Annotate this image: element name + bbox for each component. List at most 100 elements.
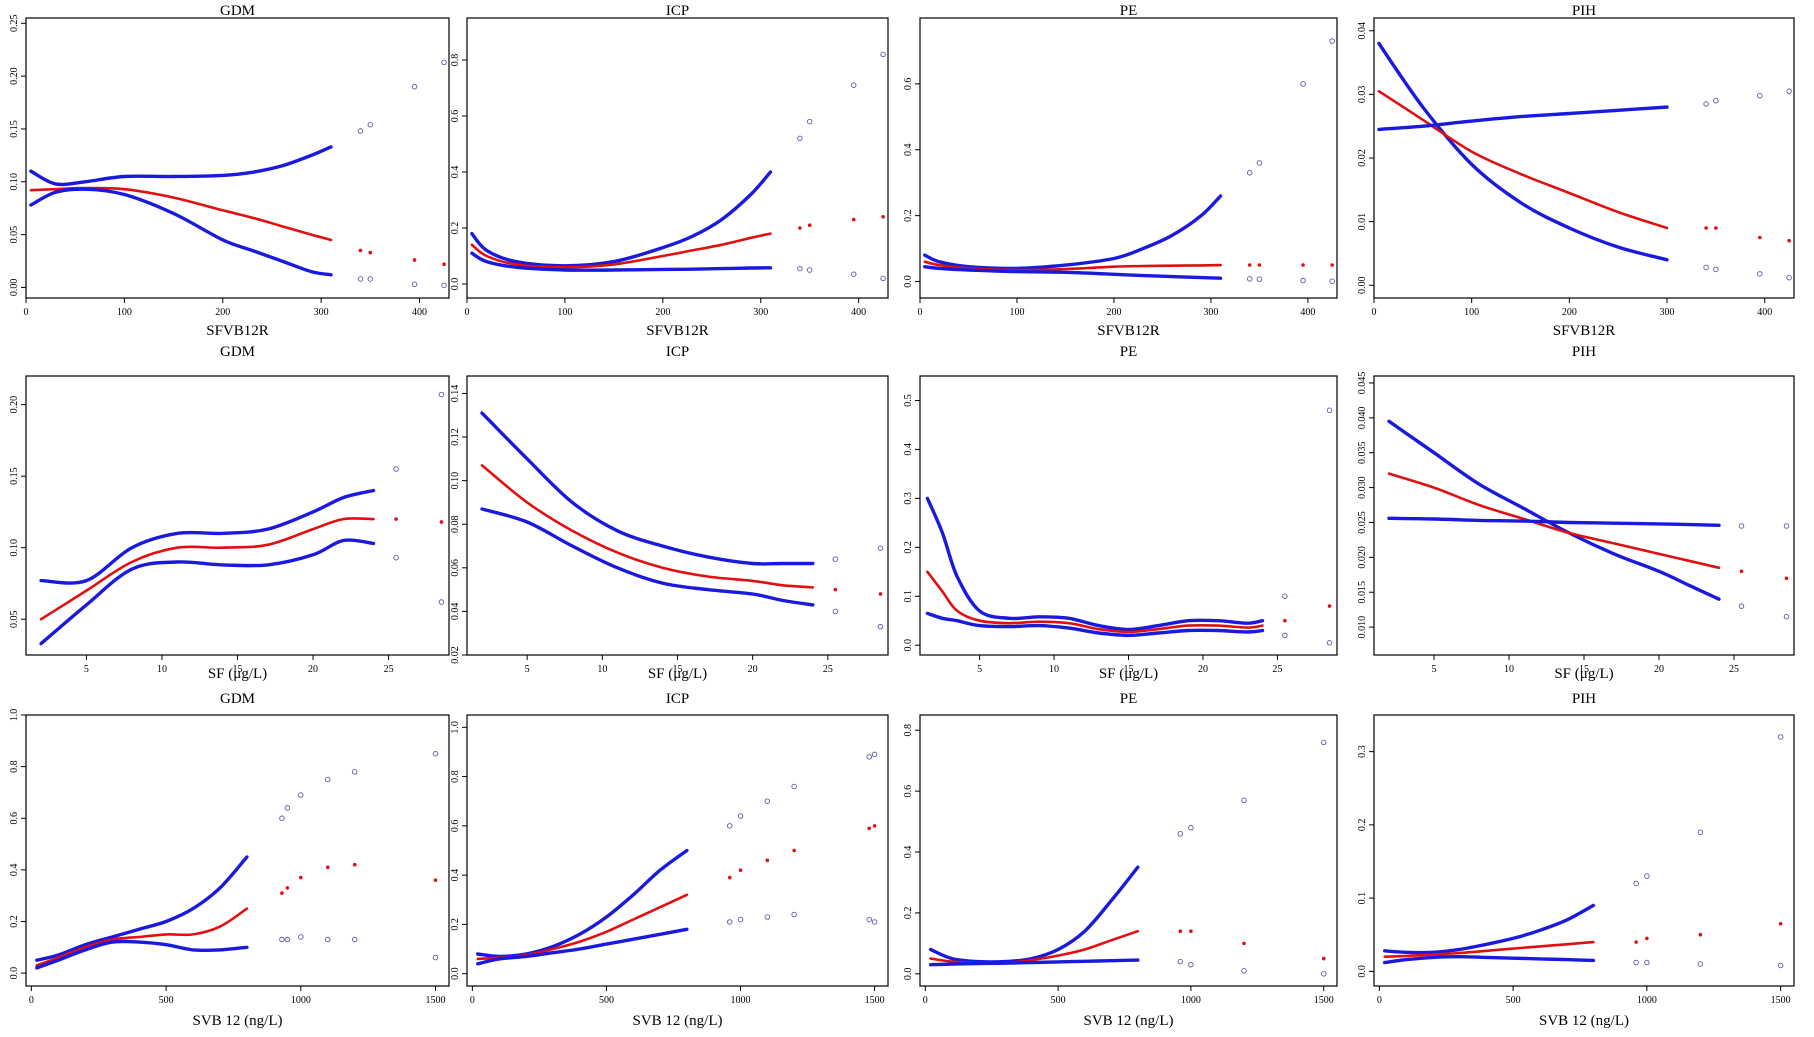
panel-1-0-x-label: SF (μg/L) — [208, 666, 267, 682]
panel-1-2-y-tick-label: 0.3 — [903, 492, 914, 505]
panel-1-3-lower-line — [1387, 516, 1721, 527]
panel-1-0-upper-points-point — [438, 391, 445, 398]
panel-2-0-estimate-points-point — [280, 891, 284, 895]
panel-0-1-y-tick-label: 0.2 — [450, 222, 461, 235]
panel-1-2-lower-points-point — [1282, 632, 1288, 639]
panel-2-2-upper-points-point — [1177, 831, 1184, 837]
panel-2-3-y-tick-label: 0.1 — [1357, 892, 1368, 905]
panel-2-0-upper-points-point — [298, 792, 304, 798]
panel-2-0-estimate-points-point — [325, 865, 330, 870]
panel-2-2-estimate-points-point — [1242, 941, 1246, 946]
panel-0-0-upper-points-point — [367, 121, 374, 128]
panel-0-1-upper-points-point — [880, 51, 886, 58]
panel-2-1-x-label: SVB 12 (ng/L) — [633, 1013, 723, 1029]
panel-0-2-upper-points-point — [1300, 81, 1306, 87]
panel-0-0-estimate-points-point — [412, 258, 417, 262]
panel-0-3-x-tick-label: 400 — [1757, 307, 1772, 318]
panel-1-3-upper-points-point — [1738, 523, 1745, 529]
panel-2-1-y-tick-label: 0.6 — [450, 820, 461, 833]
panel-0-2: PE SFVB12R 0 100 200 300 400 0.0 0.2 0.4 0.6 — [903, 3, 1338, 339]
panel-1-3-x-tick-label: 10 — [1504, 664, 1514, 675]
panel-1-0-lower-line — [39, 538, 376, 646]
panel-0-1-upper-line — [470, 170, 773, 268]
panel-0-0-y-tick-label: 0.25 — [9, 15, 20, 33]
panel-2-1-estimate-points-point — [727, 875, 732, 880]
panel-2-1-estimate-points-point — [867, 826, 872, 831]
panel-0-2-x-tick-label: 200 — [1106, 307, 1121, 318]
panel-1-2-upper-line — [925, 496, 1265, 632]
panel-2-0-frame — [25, 714, 450, 987]
panel-0-1-upper-points-point — [797, 135, 803, 142]
panel-0-0-estimate-points-point — [368, 250, 373, 255]
panel-2-2-x-label: SVB 12 (ng/L) — [1084, 1013, 1174, 1029]
panel-2-2-x-tick-label: 1000 — [1181, 995, 1201, 1006]
panel-0-2-x-tick-label: 100 — [1009, 307, 1024, 318]
panel-2-0-estimate-line — [35, 907, 249, 967]
panel-1-3-x-tick-label: 5 — [1432, 664, 1437, 675]
panel-1-2: PE SF (μg/L) 5 10 15 20 25 0.0 0.1 0.2 0.3 0.4 0.5 — [903, 344, 1338, 682]
panel-0-0-y-tick-label: 0.05 — [9, 226, 20, 244]
panel-2-3-title: PIH — [1572, 691, 1596, 707]
panel-0-2-title: PE — [1120, 3, 1138, 19]
panel-2-2-upper-points-point — [1320, 739, 1327, 746]
panel-1-1-y-tick-label: 0.12 — [450, 428, 461, 446]
panel-0-3-frame — [1373, 17, 1795, 299]
panel-1-0-x-tick-label: 15 — [233, 664, 243, 675]
panel-2-3-estimate-points-point — [1778, 921, 1783, 926]
panel-2-3-upper-points-point — [1633, 880, 1639, 887]
panel-2-0-upper-points-point — [325, 776, 331, 783]
panel-0-1-lower-line — [470, 251, 773, 272]
panel-1-0-y-tick-label: 0.05 — [9, 610, 20, 628]
panel-0-0-y-tick-label: 0.20 — [9, 67, 20, 85]
panel-0-3-lower-points-point — [1786, 274, 1792, 281]
panel-1-2-title: PE — [1120, 344, 1138, 360]
panel-2-1-x-tick-label: 1500 — [865, 995, 885, 1006]
panel-2-2-lower-line — [928, 958, 1140, 967]
panel-0-1-x-tick-label: 0 — [465, 307, 470, 318]
panel-2-0: GDM SVB 12 (ng/L) 0 500 1000 1500 0.0 0.2 0.4 0.6… — [9, 691, 450, 1029]
panel-1-3-x-label: SF (μg/L) — [1554, 666, 1613, 682]
panel-1-2-y-tick-label: 0.1 — [903, 590, 914, 603]
panel-0-2-lower-line — [923, 265, 1223, 280]
panel-0-3-y-tick-label: 0.03 — [1357, 86, 1368, 104]
panel-0-3-lower-line — [1377, 105, 1669, 132]
panel-1-1-upper-points-point — [832, 556, 839, 562]
panel-2-0-estimate-points-point — [433, 878, 438, 882]
panel-2-0-y-tick-label: 0.2 — [9, 915, 20, 928]
panel-2-3-upper-points-point — [1777, 734, 1784, 740]
panel-0-1-x-tick-label: 200 — [655, 307, 670, 318]
panel-2-3-estimate-points-point — [1645, 936, 1649, 941]
panel-2-0-upper-points-point — [284, 805, 291, 811]
panel-0-0-estimate-points-point — [358, 248, 363, 253]
panel-1-0-estimate-points-point — [439, 520, 444, 524]
panel-2-2-upper-points-point — [1241, 797, 1247, 804]
panel-1-2-x-tick-label: 15 — [1124, 664, 1134, 675]
panel-1-3-y-tick-label: 0.025 — [1357, 511, 1368, 534]
panel-0-0-lower-points-point — [441, 282, 447, 289]
panel-2-2-upper-line — [928, 865, 1140, 964]
panel-1-1-y-tick-label: 0.14 — [450, 385, 461, 403]
panel-1-0-estimate-points-point — [394, 517, 398, 521]
panel-1-2-lower-line — [925, 611, 1265, 638]
panel-2-1-lower-points-point — [737, 916, 744, 923]
panel-0-3-y-tick-label: 0.01 — [1357, 213, 1368, 231]
panel-2-3-upper-line — [1383, 903, 1596, 955]
panel-2-2-frame — [919, 714, 1338, 987]
panel-0-0-upper-points-point — [441, 59, 447, 66]
panel-2-0-lower-points-point — [351, 936, 358, 943]
panel-1-0-x-tick-label: 20 — [308, 664, 318, 675]
panel-0-3-x-tick-label: 200 — [1562, 307, 1577, 318]
panel-2-3-x-tick-label: 500 — [1506, 995, 1521, 1006]
panel-1-3-lower-points-point — [1738, 603, 1745, 609]
panel-1-3-estimate-points-point — [1739, 569, 1744, 574]
panel-2-2-y-tick-label: 0.6 — [903, 785, 914, 798]
panel-2-1-lower-points-point — [764, 914, 771, 920]
panel-1-0-y-tick-label: 0.15 — [9, 467, 20, 485]
panel-1-1-estimate-points-point — [833, 587, 838, 592]
panel-0-1-upper-points-point — [806, 118, 813, 125]
panel-0-3-x-label: SFVB12R — [1553, 323, 1616, 339]
panel-2-2-estimate-points-point — [1178, 929, 1183, 933]
panel-1-2-x-tick-label: 20 — [1198, 664, 1208, 675]
panel-0-1-lower-points-point — [806, 267, 813, 273]
panel-2-2-upper-points-point — [1188, 824, 1194, 831]
